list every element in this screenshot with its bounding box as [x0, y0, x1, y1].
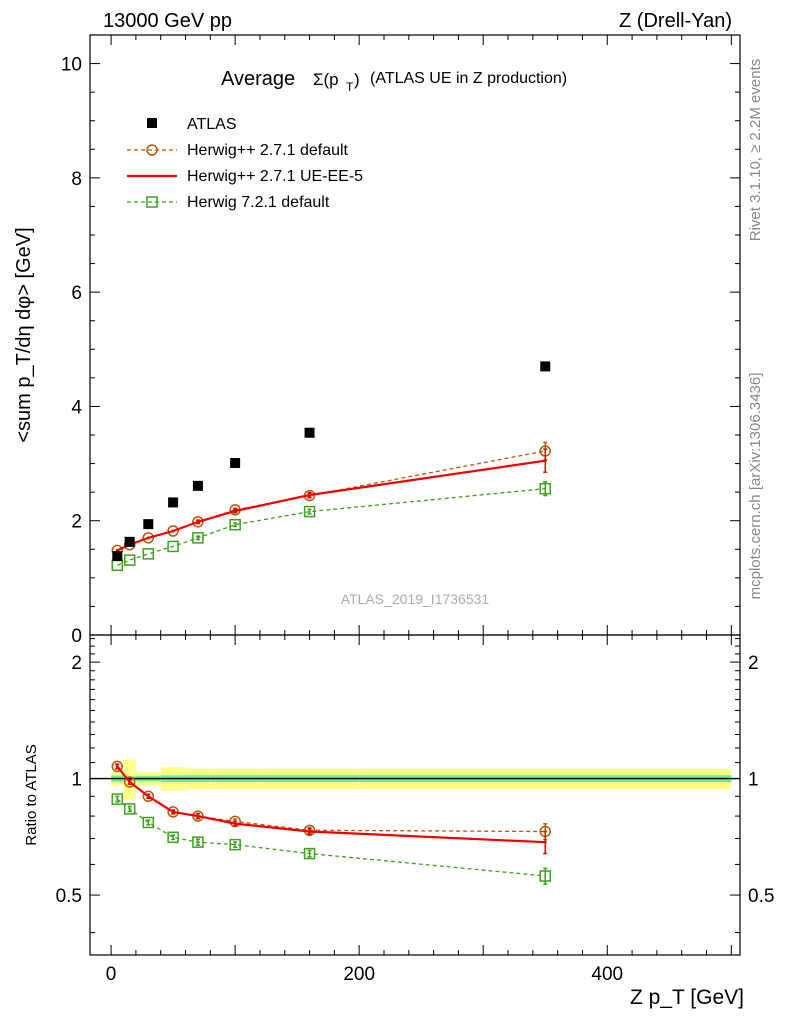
- y-tick-label: 6: [71, 283, 82, 304]
- main-point-herwigpp-default: [167, 525, 179, 537]
- ratio-point-herwigpp-default: [142, 790, 155, 803]
- axis-ticks: 0 200 400 0 2 4 6 8 10 0.5 0.5 1 1 2 2: [56, 35, 774, 985]
- ratio-point-herwigpp-ue-ee-5: [115, 764, 119, 768]
- y-tick-label: 8: [71, 169, 82, 190]
- x-tick-label: 400: [591, 964, 623, 985]
- legend-entry-herwigpp-default: Herwig++ 2.7.1 default: [127, 142, 349, 159]
- ratio-point-herwigpp-ue-ee-5: [233, 822, 237, 826]
- main-line-Herwig 7.2.1 default: [117, 488, 546, 566]
- main-point-herwig7-default: [303, 505, 316, 518]
- ratio-point-herwig7-default: [111, 793, 124, 805]
- plot-frames: [89, 34, 741, 956]
- main-point-herwig7-default: [192, 532, 204, 544]
- main-point-herwigpp-ue-ee-5: [171, 529, 175, 533]
- main-point-atlas: [168, 497, 179, 508]
- ratio-tick-label-right: 2: [748, 653, 759, 674]
- ratio-tick-label-left: 1: [71, 770, 82, 791]
- main-point-atlas: [304, 427, 315, 438]
- x-axis-label: Z p_T [GeV]: [630, 986, 744, 1009]
- main-point-herwigpp-ue-ee-5: [543, 459, 547, 463]
- ratio-point-herwig7-default: [539, 870, 551, 882]
- ratio-point-herwig7-default: [303, 847, 316, 860]
- main-point-atlas: [143, 519, 154, 530]
- ratio-point-herwig7-default: [123, 803, 136, 815]
- ratio-tick-label-left: 2: [71, 653, 82, 674]
- main-point-herwigpp-default: [142, 532, 155, 544]
- ratio-point-herwigpp-ue-ee-5: [146, 794, 150, 798]
- ratio-point-herwigpp-ue-ee-5: [543, 840, 547, 844]
- ratio-point-herwigpp-default: [123, 776, 136, 788]
- legend: ATLAS Herwig++ 2.7.1 default Herwig++ 2.…: [127, 116, 363, 211]
- main-point-atlas: [540, 361, 551, 372]
- header-process: Z (Drell-Yan): [619, 10, 732, 32]
- ratio-line-Herwig 7.2.1 default: [116, 798, 546, 877]
- mcplots-source: mcplots.cern.ch [arXiv:1306.3436]: [747, 373, 764, 600]
- ratio-axis-label: Ratio to ATLAS: [23, 744, 40, 845]
- ratio-point-herwigpp-ue-ee-5: [171, 810, 175, 814]
- main-line-Herwig++ 2.7.1 UE-EE-5: [116, 459, 546, 552]
- rivet-version: Rivet 3.1.10, ≥ 2.2M events: [747, 59, 764, 242]
- main-point-herwigpp-ue-ee-5: [308, 493, 312, 497]
- plot-title-suffix: (ATLAS UE in Z production): [370, 70, 567, 87]
- main-point-herwig7-default: [539, 482, 551, 495]
- main-point-atlas: [112, 551, 123, 562]
- ratio-tick-label-right: 1: [748, 770, 759, 791]
- legend-entry-atlas: ATLAS: [147, 116, 237, 133]
- main-point-herwig7-default: [111, 559, 124, 572]
- main-point-atlas: [230, 458, 241, 468]
- ratio-tick-label-right: 0.5: [748, 886, 774, 907]
- series-layer: [111, 361, 551, 885]
- ratio-point-herwig7-default: [229, 838, 241, 851]
- legend-label-atlas: ATLAS: [187, 116, 237, 133]
- legend-label-herwig7-default: Herwig 7.2.1 default: [187, 194, 330, 211]
- main-point-herwigpp-ue-ee-5: [233, 509, 237, 513]
- x-tick-label: 200: [343, 964, 375, 985]
- legend-label-herwigpp-default: Herwig++ 2.7.1 default: [187, 142, 349, 159]
- legend-entry-herwig7-default: Herwig 7.2.1 default: [127, 194, 330, 211]
- legend-marker-herwig7-default: [146, 196, 158, 208]
- analysis-id: ATLAS_2019_I1736531: [341, 591, 490, 607]
- ratio-plot-frame: [89, 634, 741, 956]
- y-axis-label: <sum p_T/dη dφ> [GeV]: [13, 227, 35, 442]
- ratio-point-herwig7-default: [167, 831, 179, 844]
- plot-title-prefix: Average: [221, 68, 295, 90]
- ratio-line-Herwig++ 2.7.1 UE-EE-5: [116, 765, 546, 844]
- legend-marker-herwigpp-default: [146, 144, 158, 156]
- main-point-herwig7-default: [167, 540, 179, 553]
- y-tick-label: 2: [71, 512, 82, 533]
- main-line-Herwig++ 2.7.1 default: [117, 450, 546, 551]
- main-point-herwig7-default: [142, 548, 155, 560]
- legend-entry-herwigpp-ue-ee-5: Herwig++ 2.7.1 UE-EE-5: [127, 168, 363, 185]
- main-point-atlas: [124, 536, 135, 547]
- x-tick-label: 0: [106, 964, 117, 985]
- y-tick-label: 4: [71, 397, 82, 418]
- y-tick-label: 0: [71, 626, 82, 647]
- plot-title-formula: Σ(p: [313, 70, 339, 89]
- plot-title-formula-sub: T: [346, 80, 354, 94]
- ratio-point-herwig7-default: [192, 836, 204, 848]
- legend-marker-atlas: [147, 118, 157, 128]
- ratio-point-herwigpp-ue-ee-5: [128, 780, 132, 784]
- main-point-herwig7-default: [229, 518, 241, 531]
- ratio-point-herwigpp-default: [111, 760, 124, 773]
- header-energy: 13000 GeV pp: [103, 10, 232, 32]
- plot-title-formula-close: ): [354, 70, 360, 89]
- main-point-herwigpp-default: [192, 516, 204, 528]
- legend-label-herwigpp-ue-ee-5: Herwig++ 2.7.1 UE-EE-5: [187, 168, 363, 185]
- ratio-point-herwigpp-ue-ee-5: [308, 829, 312, 833]
- ratio-tick-label-left: 0.5: [56, 886, 82, 907]
- main-point-herwigpp-ue-ee-5: [146, 536, 150, 540]
- main-point-herwigpp-ue-ee-5: [196, 520, 200, 524]
- main-point-herwig7-default: [123, 554, 136, 566]
- ratio-point-herwig7-default: [142, 816, 155, 829]
- main-point-atlas: [192, 480, 203, 491]
- y-tick-label: 10: [61, 55, 82, 76]
- ratio-point-herwigpp-ue-ee-5: [196, 814, 200, 818]
- ratio-uncertainty-bands: [90, 759, 740, 801]
